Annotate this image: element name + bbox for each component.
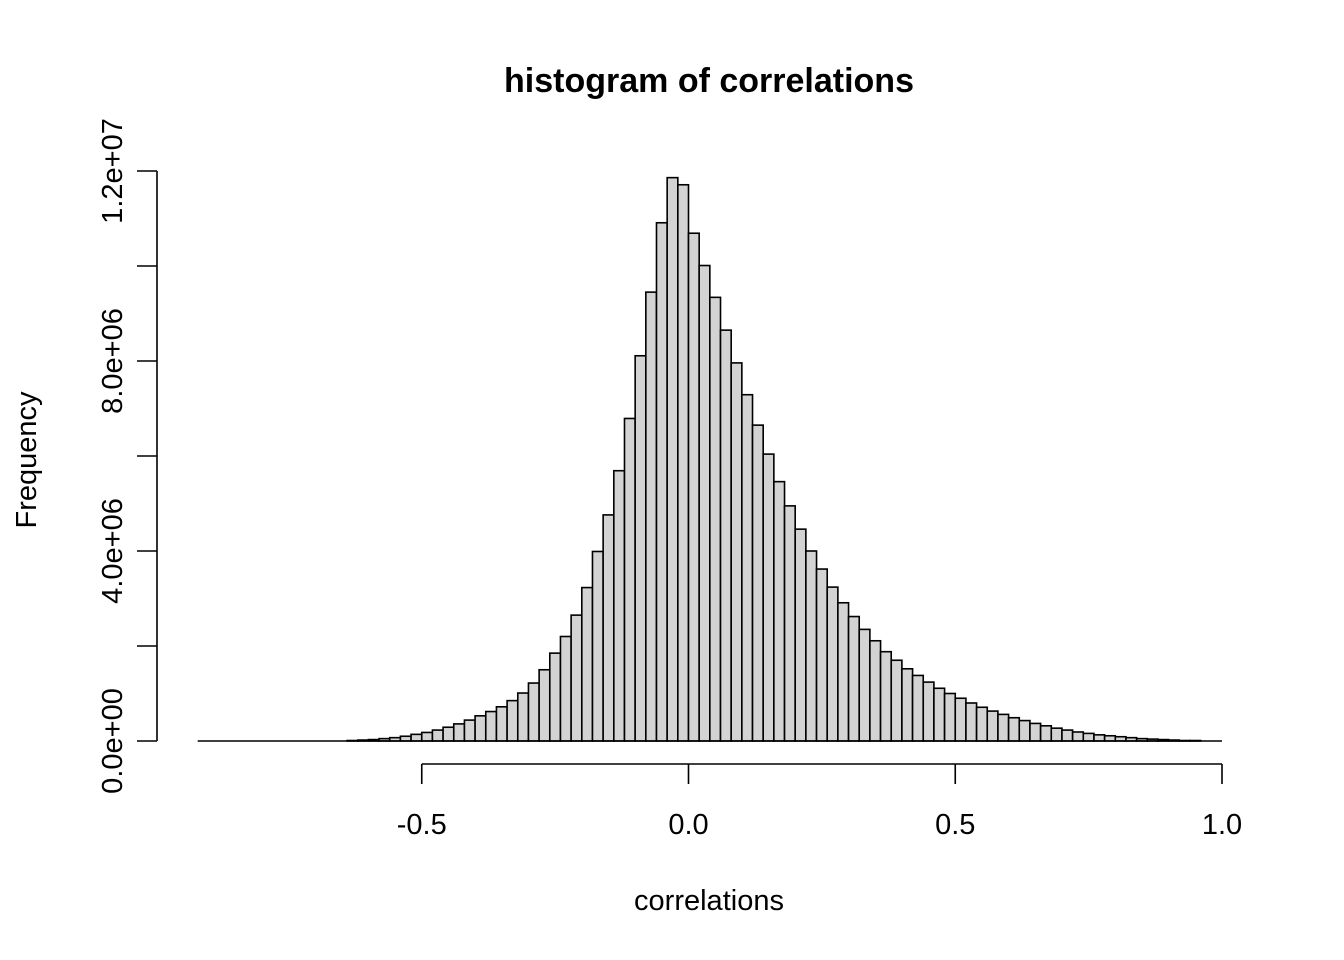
histogram-bar <box>1093 734 1106 742</box>
histogram-bar <box>1029 722 1042 742</box>
histogram-bar <box>591 550 604 742</box>
histogram-bar <box>527 682 540 742</box>
histogram-bar <box>901 667 914 742</box>
histogram-bar <box>1018 719 1031 742</box>
histogram-bar <box>559 635 572 742</box>
histogram-bar <box>805 550 818 742</box>
histogram-bar <box>730 362 743 742</box>
y-tick-label: 1.2e+07 <box>97 118 129 224</box>
histogram-bar <box>442 726 455 742</box>
histogram-bar <box>997 713 1010 742</box>
histogram-bar <box>986 710 999 742</box>
histogram-bar <box>698 264 711 742</box>
histogram-bar <box>602 514 615 742</box>
histogram-bar <box>516 692 530 742</box>
histogram-bar <box>655 221 668 742</box>
histogram-bar <box>420 731 434 742</box>
histogram-bar <box>975 706 989 742</box>
histogram-bar <box>847 615 861 742</box>
histogram-bar <box>452 723 466 742</box>
y-axis-label: Frequency <box>11 391 43 529</box>
histogram-bar <box>709 296 722 742</box>
histogram-bar <box>911 674 925 742</box>
histogram-bar <box>1061 729 1074 742</box>
histogram-bar <box>815 568 829 742</box>
histogram-bar <box>1007 716 1021 742</box>
y-tick-label: 0.0e+00 <box>97 688 129 794</box>
histogram-bar <box>890 659 903 742</box>
histogram-bar <box>410 733 423 742</box>
x-tick-label: 0.0 <box>668 809 708 841</box>
histogram-bar <box>879 650 893 742</box>
histogram-bar <box>933 687 946 742</box>
histogram-bar <box>1082 732 1095 742</box>
histogram-bar <box>869 639 882 742</box>
histogram-bar <box>623 417 636 742</box>
histogram-bar <box>794 528 807 742</box>
histogram-bar <box>943 692 957 742</box>
histogram-bar <box>580 586 594 742</box>
histogram-bar <box>634 354 647 742</box>
histogram-bar <box>666 176 679 742</box>
histogram-bar <box>506 699 519 742</box>
histogram-bar <box>783 505 797 742</box>
histogram-bar <box>538 668 551 742</box>
y-tick-label: 8.0e+06 <box>97 308 129 414</box>
histogram-bar <box>741 393 754 742</box>
x-axis-label: correlations <box>634 885 784 917</box>
histogram-bar <box>965 702 978 742</box>
histogram-bar <box>751 424 764 742</box>
x-axis: -0.5 0.0 0.5 1.0 <box>397 763 1242 841</box>
x-tick-label: 0.5 <box>935 809 975 841</box>
histogram-bar <box>463 719 476 742</box>
y-axis: 0.0e+00 4.0e+06 8.0e+06 1.2e+07 <box>97 118 158 794</box>
histogram-bar <box>431 729 444 742</box>
histogram-bar <box>613 469 626 742</box>
histogram-bar <box>1050 727 1063 742</box>
histogram-bar <box>687 232 700 742</box>
histogram-bar <box>645 291 658 742</box>
x-tick-label: 1.0 <box>1202 809 1242 841</box>
histogram-bar <box>858 628 871 742</box>
histogram-bar <box>922 681 935 742</box>
histogram-bar <box>474 715 487 742</box>
histogram-bar <box>719 329 732 742</box>
chart-title: histogram of correlations <box>504 62 914 100</box>
histogram-bar <box>773 480 786 742</box>
histogram-bar <box>495 705 508 742</box>
histogram-bar <box>484 710 498 742</box>
histogram-bar <box>837 601 850 742</box>
histogram-bars <box>346 176 1202 742</box>
histogram-bar <box>1071 731 1085 742</box>
y-tick-label: 4.0e+06 <box>97 498 129 604</box>
histogram-bar <box>548 652 562 742</box>
histogram-bar <box>954 697 967 742</box>
histogram-bar <box>570 614 583 742</box>
histogram-bar <box>762 453 775 742</box>
histogram-bar <box>1039 724 1053 742</box>
histogram-bar <box>826 586 839 742</box>
x-tick-label: -0.5 <box>397 809 447 841</box>
histogram-bar <box>677 183 690 742</box>
